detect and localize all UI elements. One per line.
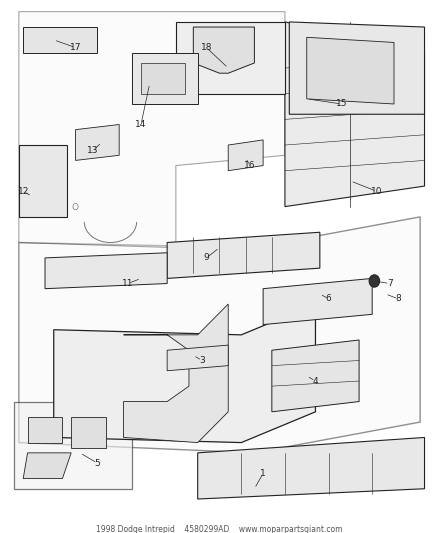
Text: 12: 12 <box>18 187 29 196</box>
Polygon shape <box>71 417 106 448</box>
Polygon shape <box>19 12 284 248</box>
Polygon shape <box>141 63 184 94</box>
Text: 8: 8 <box>395 294 400 303</box>
Text: 17: 17 <box>70 43 81 52</box>
Polygon shape <box>123 304 228 442</box>
Polygon shape <box>262 278 371 325</box>
Polygon shape <box>193 27 254 73</box>
Polygon shape <box>19 217 419 453</box>
Text: 11: 11 <box>122 279 133 288</box>
Polygon shape <box>167 232 319 278</box>
Polygon shape <box>167 345 228 371</box>
Text: 9: 9 <box>203 253 209 262</box>
Polygon shape <box>132 53 197 104</box>
Polygon shape <box>53 304 315 442</box>
Circle shape <box>368 275 379 287</box>
Polygon shape <box>289 22 424 114</box>
Polygon shape <box>284 22 424 207</box>
Text: 1: 1 <box>260 469 265 478</box>
Polygon shape <box>28 417 62 442</box>
Text: 16: 16 <box>244 161 255 170</box>
Text: 4: 4 <box>312 376 318 385</box>
Polygon shape <box>23 453 71 479</box>
Text: 3: 3 <box>199 356 205 365</box>
Polygon shape <box>271 340 358 412</box>
Text: 1998 Dodge Intrepid    4580299AD    www.moparpartsgiant.com: 1998 Dodge Intrepid 4580299AD www.moparp… <box>96 524 342 533</box>
Text: 5: 5 <box>94 458 100 467</box>
Polygon shape <box>306 37 393 104</box>
Text: 15: 15 <box>335 100 346 109</box>
Polygon shape <box>19 145 67 217</box>
Polygon shape <box>197 438 424 499</box>
Text: 13: 13 <box>87 146 99 155</box>
Polygon shape <box>23 27 97 53</box>
Polygon shape <box>176 22 284 94</box>
Text: 14: 14 <box>135 120 146 129</box>
Text: 10: 10 <box>370 187 381 196</box>
Text: 18: 18 <box>200 43 212 52</box>
Text: 7: 7 <box>386 279 392 288</box>
Polygon shape <box>45 253 167 289</box>
Polygon shape <box>228 140 262 171</box>
Polygon shape <box>75 125 119 160</box>
Text: 6: 6 <box>325 294 331 303</box>
Polygon shape <box>14 401 132 489</box>
